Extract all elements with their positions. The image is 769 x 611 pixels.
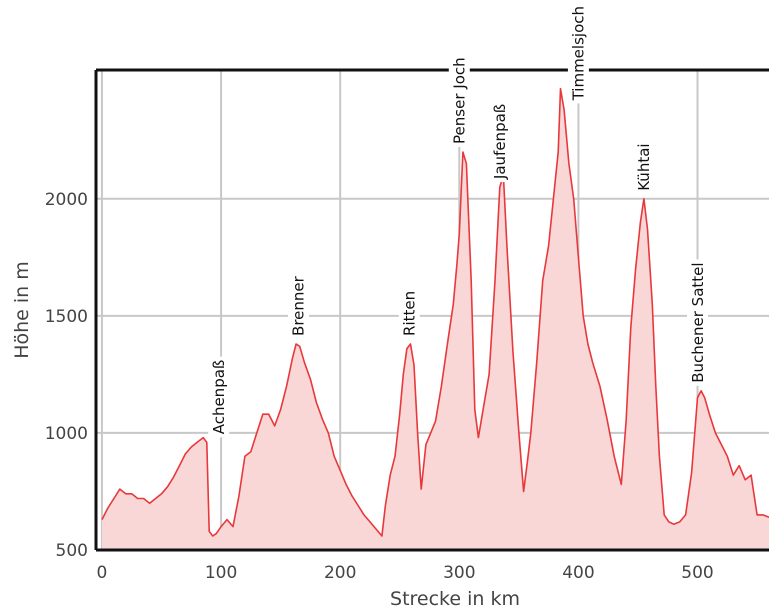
plot-frame [94, 68, 769, 552]
pass-label-background [567, 3, 589, 104]
pass-label: Penser Joch [448, 54, 470, 147]
elevation-line [101, 87, 769, 537]
y-tick-label: 1500 [45, 307, 88, 327]
x-tick-label: 0 [97, 563, 108, 583]
y-axis-title: Höhe in m [11, 261, 33, 359]
x-tick-label: 500 [681, 563, 713, 583]
pass-label-text: Ritten [401, 291, 419, 336]
pass-label: Brenner [287, 273, 309, 339]
y-tick-label: 1000 [45, 424, 88, 444]
x-tick-label: 200 [324, 563, 356, 583]
pass-label: Ritten [398, 287, 420, 339]
y-tick-label: 500 [56, 541, 88, 561]
pass-label-text: Buchener Sattel [689, 262, 707, 382]
pass-label-background [398, 287, 420, 339]
x-tick-label: 100 [205, 563, 237, 583]
pass-label-background [448, 54, 470, 147]
y-tick-label: 2000 [45, 190, 88, 210]
pass-label-background [287, 273, 309, 339]
x-tick-label: 300 [443, 563, 475, 583]
x-axis-tick-labels: 0 100 200 300 400 500 [97, 563, 714, 583]
pass-label-text: Brenner [290, 275, 308, 336]
x-axis-title: Strecke in km [390, 588, 520, 610]
pass-label-text: Jaufenpaß [491, 104, 509, 180]
pass-label: Jaufenpaß [489, 100, 511, 183]
pass-label-text: Timmelsjoch [570, 6, 588, 101]
pass-label: Kühtai [633, 140, 655, 194]
pass-label: Timmelsjoch [567, 3, 589, 104]
pass-label-text: Achenpaß [210, 360, 228, 435]
pass-label-background [687, 259, 709, 386]
y-axis-tick-labels: 500 1000 1500 2000 [45, 190, 88, 561]
x-tick-label: 400 [562, 563, 594, 583]
pass-label-text: Penser Joch [451, 57, 469, 144]
pass-label-text: Kühtai [635, 143, 653, 190]
pass-label-background [489, 100, 511, 183]
pass-label: Achenpaß [208, 356, 230, 438]
pass-label: Buchener Sattel [687, 259, 709, 386]
pass-labels: Achenpaß Brenner Ritten Penser Joch Jaufenpa… [208, 3, 709, 438]
pass-label-background [208, 356, 230, 438]
pass-label-background [633, 140, 655, 194]
elevation-area [102, 88, 769, 550]
